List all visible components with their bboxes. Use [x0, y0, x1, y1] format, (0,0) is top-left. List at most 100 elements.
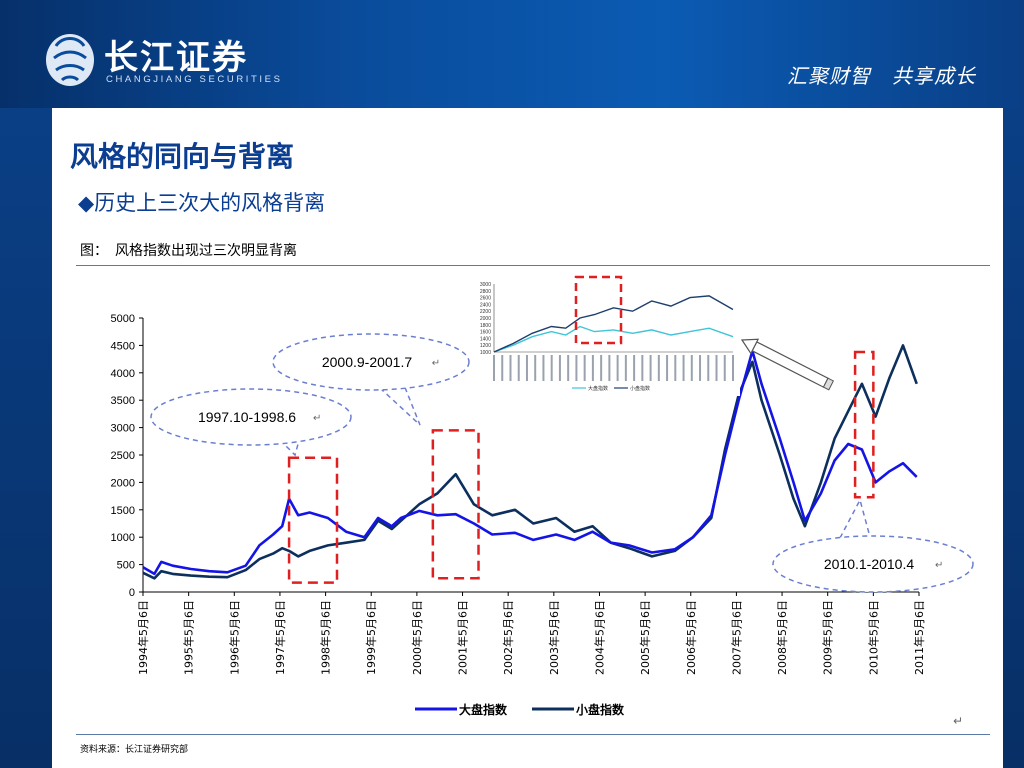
inset-x-tick-label	[509, 355, 512, 381]
callout-pointer	[379, 384, 421, 426]
callout-pointer	[279, 436, 301, 457]
zoom-arrow-head	[740, 338, 760, 355]
inset-y-tick-label: 2000	[480, 316, 491, 322]
y-tick-label: 1000	[111, 532, 135, 544]
inset-x-tick-label	[657, 355, 660, 381]
x-tick-label: 2010年5月6日	[866, 600, 880, 675]
inset-x-tick-label	[641, 355, 644, 381]
left-side-band	[0, 108, 52, 768]
divergence-highlight-box	[853, 350, 875, 499]
small-cap-index-line	[142, 344, 918, 580]
inset-x-tick-label	[732, 355, 734, 381]
y-tick-label: 3500	[111, 395, 135, 407]
inset-x-tick-label	[600, 355, 603, 381]
inset-x-tick-label	[501, 355, 504, 381]
inset-y-tick-label: 2800	[480, 289, 491, 295]
inset-x-tick-label	[517, 355, 520, 381]
inset-x-tick-label	[699, 355, 702, 381]
x-tick-label: 2008年5月6日	[775, 600, 789, 675]
inset-y-tick-label: 2400	[480, 302, 491, 308]
x-tick-label: 2006年5月6日	[684, 600, 698, 675]
inset-y-tick-label: 1600	[480, 330, 491, 336]
inset-x-tick-label	[666, 355, 669, 381]
x-tick-label: 1996年5月6日	[227, 600, 241, 675]
divergence-period-label: 1997.10-1998.6	[198, 409, 296, 425]
inset-y-tick-label: 3000	[480, 282, 491, 288]
source-note: 资料来源：长江证券研究部	[80, 745, 189, 755]
inset-x-tick-label	[493, 355, 495, 381]
inset-small-cap-line	[493, 295, 734, 353]
inset-x-tick-label	[534, 355, 537, 381]
y-tick-label: 2500	[111, 450, 135, 462]
callout-bubble	[272, 333, 470, 391]
x-tick-label: 2003年5月6日	[547, 600, 561, 675]
inset-x-tick-label	[723, 355, 726, 381]
x-tick-label: 2007年5月6日	[729, 600, 743, 675]
inset-x-tick-label	[649, 355, 652, 381]
x-tick-label: 2009年5月6日	[821, 600, 835, 675]
inset-x-tick-label	[550, 355, 553, 381]
slide-title: 风格的同向与背离	[70, 140, 295, 173]
inset-x-tick-label	[567, 355, 570, 381]
inset-x-tick-label	[558, 355, 561, 381]
x-tick-label: 1998年5月6日	[319, 600, 333, 675]
logo-english-name: CHANGJIANG SECURITIES	[106, 74, 283, 85]
inset-x-tick-label	[682, 355, 685, 381]
inset-x-tick-label	[608, 355, 611, 381]
legend-label-small-cap: 小盘指数	[576, 702, 625, 717]
return-mark: ↵	[953, 714, 964, 728]
x-tick-label: 1995年5月6日	[182, 600, 196, 675]
inset-x-tick-label	[633, 355, 636, 381]
bottom-divider	[76, 734, 990, 735]
inset-y-tick-label: 2600	[480, 296, 491, 302]
inset-x-tick-label	[707, 355, 710, 381]
inset-y-tick-label: 1200	[480, 343, 491, 349]
zoom-arrow-body	[751, 341, 829, 388]
x-tick-label: 2004年5月6日	[592, 600, 606, 675]
legend-label-large-cap: 大盘指数	[459, 702, 508, 717]
slogan: 汇聚财智 共享成长	[787, 64, 976, 88]
y-tick-label: 1500	[111, 505, 135, 517]
divergence-highlight-box	[431, 429, 480, 580]
callout-pointer	[839, 497, 871, 539]
inset-y-tick-label: 1400	[480, 336, 491, 342]
top-divider	[76, 265, 990, 266]
x-tick-label: 1999年5月6日	[364, 600, 378, 675]
x-tick-label: 2005年5月6日	[638, 600, 652, 675]
x-tick-label: 2001年5月6日	[456, 600, 470, 675]
divergence-period-label: 2010.1-2010.4	[824, 556, 915, 572]
inset-x-tick-label	[575, 355, 578, 381]
inset-x-tick-label	[690, 355, 693, 381]
callout-bubble	[772, 535, 974, 593]
inset-y-tick-label: 2200	[480, 309, 491, 315]
inset-x-tick-label	[542, 355, 545, 381]
changjiang-logo-icon	[46, 34, 94, 86]
y-tick-label: 4000	[111, 368, 135, 380]
y-tick-label: 4500	[111, 340, 135, 352]
inset-x-tick-label	[715, 355, 718, 381]
x-tick-label: 2011年5月6日	[912, 600, 926, 675]
divergence-period-label: 2000.9-2001.7	[322, 354, 413, 370]
logo-chinese-name: 长江证券	[104, 38, 248, 78]
x-tick-label: 2000年5月6日	[410, 600, 424, 675]
figure-caption: 图： 风格指数出现过三次明显背离	[80, 243, 297, 259]
inset-large-cap-line	[493, 325, 734, 353]
x-tick-label: 1994年5月6日	[136, 600, 150, 675]
large-cap-index-line	[142, 349, 918, 576]
inset-x-tick-label	[616, 355, 619, 381]
y-tick-label: 500	[117, 560, 135, 572]
inset-legend-label-large-cap: 大盘指数	[588, 385, 608, 392]
inset-x-tick-label	[591, 355, 594, 381]
y-tick-label: 3000	[111, 423, 135, 435]
inset-y-tick-label: 1800	[480, 323, 491, 329]
return-mark: ↵	[432, 358, 440, 369]
inset-x-tick-label	[583, 355, 586, 381]
inset-x-tick-label	[525, 355, 528, 381]
x-tick-label: 1997年5月6日	[273, 600, 287, 675]
divergence-highlight-box	[287, 456, 339, 584]
y-tick-label: 0	[129, 587, 135, 599]
return-mark: ↵	[935, 560, 943, 571]
inset-y-tick-label: 1000	[480, 350, 491, 356]
zoom-arrow-tail	[822, 377, 835, 391]
